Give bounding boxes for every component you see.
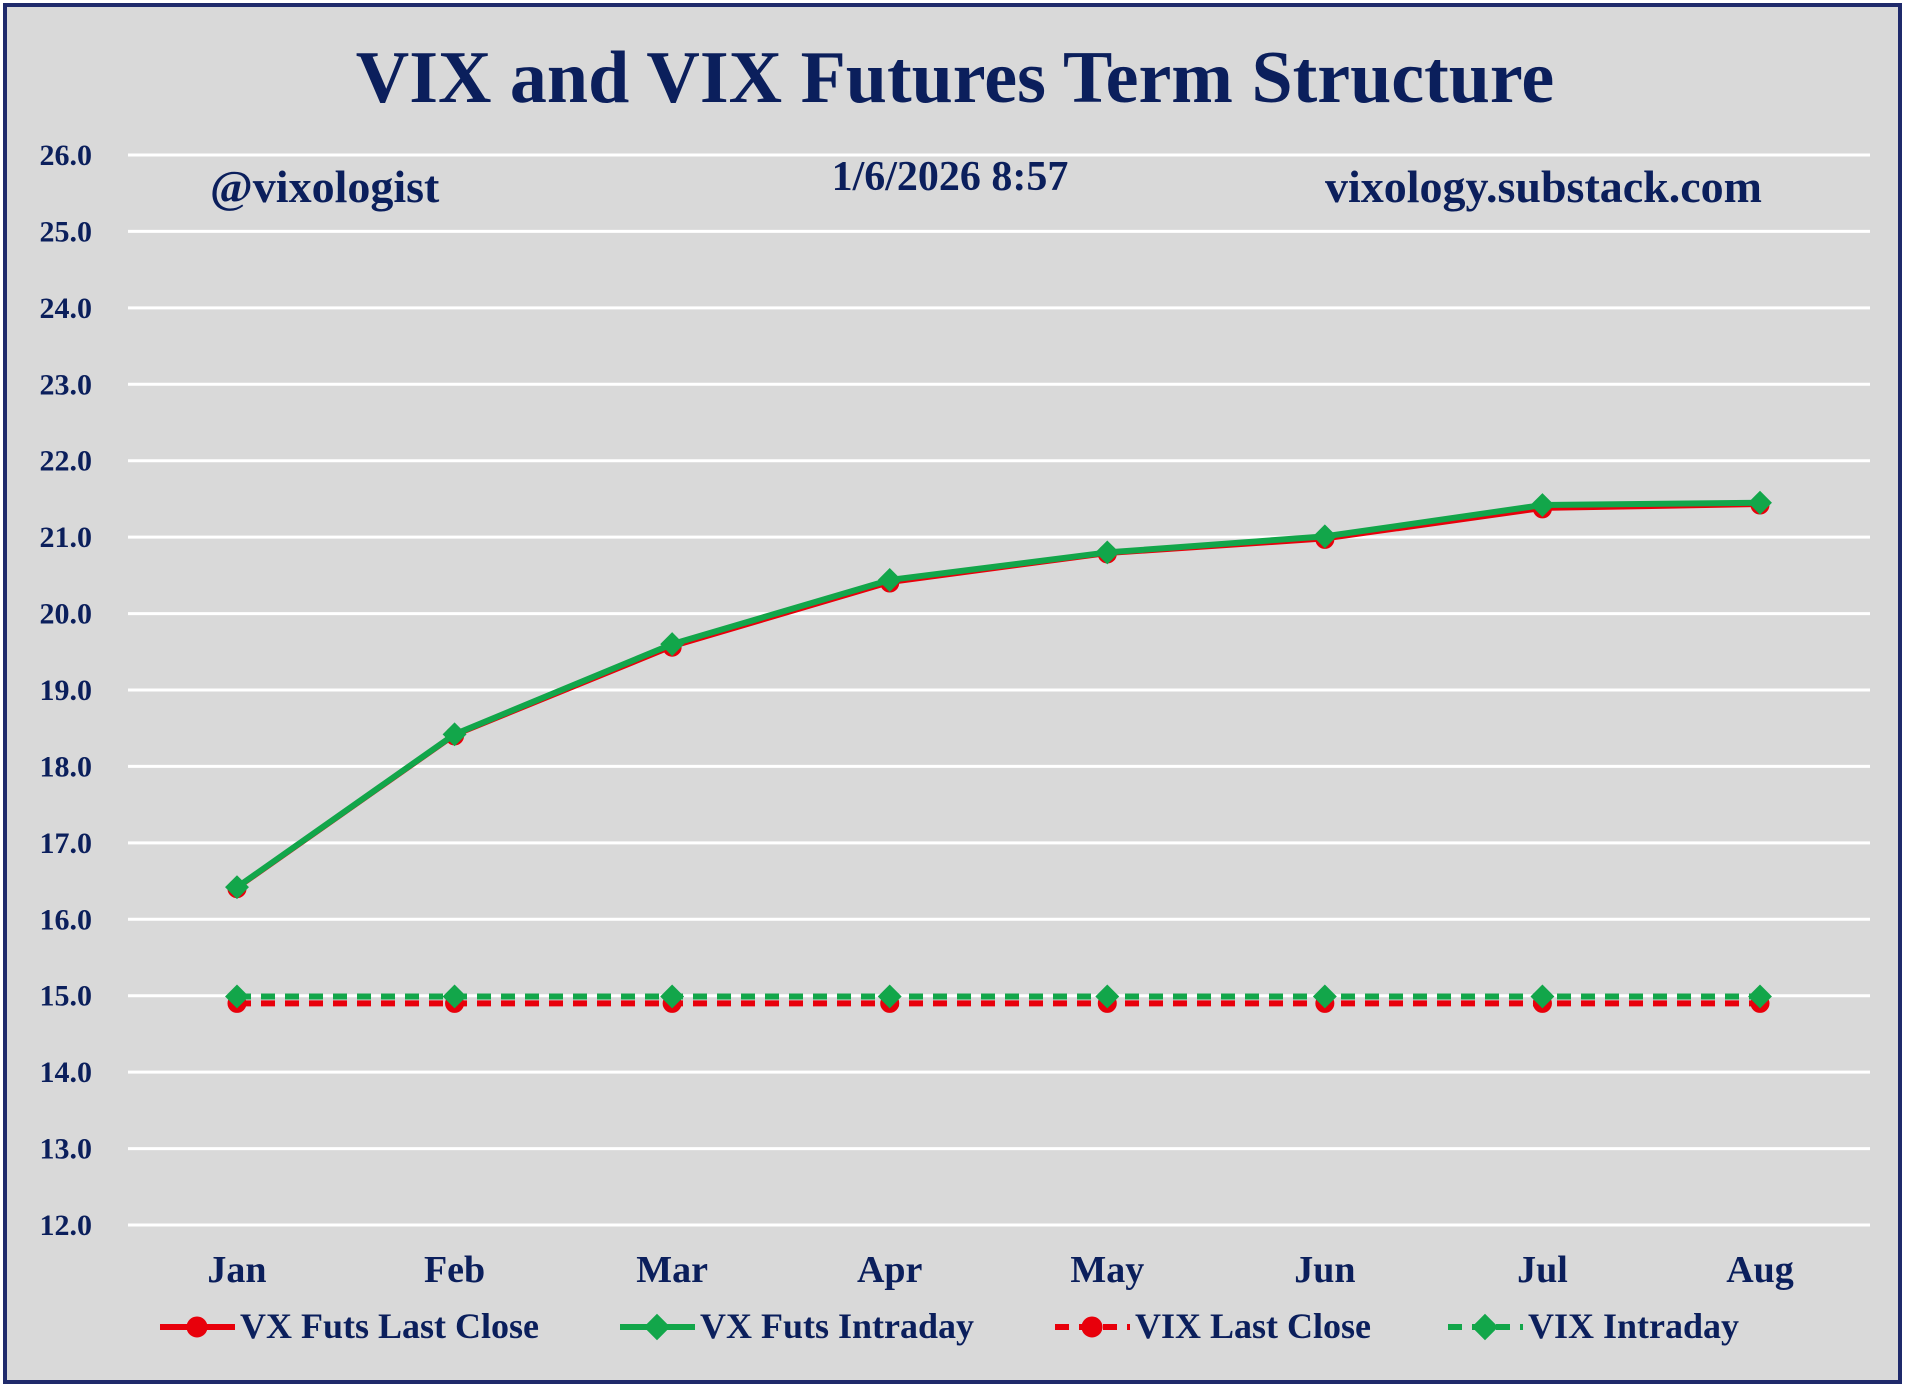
legend-label: VX Futs Last Close	[240, 1306, 539, 1346]
data-point	[225, 875, 249, 900]
data-point	[660, 984, 685, 1009]
legend-label: VIX Intraday	[1528, 1306, 1739, 1346]
y-tick-label: 19.0	[40, 674, 93, 707]
legend-item: VX Futs Intraday	[620, 1306, 974, 1346]
x-tick-label: Apr	[857, 1249, 923, 1291]
y-tick-label: 24.0	[40, 292, 93, 325]
y-tick-label: 22.0	[40, 445, 93, 478]
legend-swatch-marker	[1471, 1313, 1499, 1341]
data-point	[442, 984, 467, 1009]
annotation-handle: @vixologist	[210, 161, 440, 212]
legend-label: VIX Last Close	[1135, 1306, 1371, 1346]
y-tick-label: 18.0	[40, 750, 93, 783]
data-point	[877, 984, 902, 1009]
series-vx-futs-intraday	[225, 490, 1772, 900]
x-axis-tick-labels: Jan Feb Mar Apr May Jun Jul Aug	[207, 1249, 1793, 1291]
data-point	[1095, 540, 1120, 565]
legend-swatch-marker	[186, 1316, 208, 1338]
y-tick-label: 23.0	[40, 368, 93, 401]
data-point	[1748, 984, 1772, 1009]
y-tick-label: 12.0	[40, 1209, 93, 1242]
data-point	[225, 984, 249, 1009]
x-tick-label: Jul	[1517, 1249, 1568, 1291]
annotation-site: vixology.substack.com	[1325, 161, 1762, 212]
data-point	[1312, 984, 1337, 1009]
grid-layer	[128, 153, 1870, 1227]
x-tick-label: Jan	[207, 1249, 266, 1291]
series-layer	[225, 490, 1772, 1013]
y-tick-label: 20.0	[40, 598, 93, 631]
annotation-timestamp: 1/6/2026 8:57	[832, 154, 1069, 200]
legend-item: VIX Intraday	[1448, 1306, 1739, 1346]
data-point	[1312, 524, 1337, 549]
y-tick-label: 13.0	[40, 1133, 93, 1166]
x-tick-label: Feb	[424, 1249, 485, 1291]
legend-item: VX Futs Last Close	[160, 1306, 539, 1346]
chart-title: VIX and VIX Futures Term Structure	[356, 37, 1555, 119]
y-tick-label: 17.0	[40, 827, 93, 860]
y-tick-label: 16.0	[40, 903, 93, 936]
data-point	[1748, 490, 1772, 515]
y-tick-label: 15.0	[40, 980, 93, 1013]
x-tick-label: Jun	[1294, 1249, 1355, 1291]
legend-item: VIX Last Close	[1055, 1306, 1371, 1346]
x-tick-label: Mar	[636, 1249, 708, 1291]
y-tick-label: 26.0	[40, 139, 93, 172]
x-tick-label: May	[1070, 1249, 1144, 1291]
data-point	[1530, 493, 1555, 518]
y-tick-label: 25.0	[40, 215, 93, 248]
legend-swatch-marker	[643, 1313, 671, 1341]
legend-swatch-marker	[1081, 1316, 1103, 1338]
data-point	[660, 632, 685, 657]
data-point	[877, 567, 902, 592]
legend: VX Futs Last Close VX Futs Intraday VIX La…	[160, 1306, 1739, 1346]
legend-label: VX Futs Intraday	[700, 1306, 974, 1346]
data-point	[442, 722, 467, 747]
series-line	[235, 499, 1761, 890]
chart-background	[3, 3, 1902, 1384]
y-tick-label: 14.0	[40, 1056, 93, 1089]
x-tick-label: Aug	[1726, 1249, 1794, 1291]
data-point	[1530, 984, 1555, 1009]
y-axis-tick-labels: 12.0 13.0 14.0 15.0 16.0 17.0 18.0 19.0 20.0 21.0…	[40, 139, 93, 1242]
y-tick-label: 21.0	[40, 521, 93, 554]
data-point	[1095, 984, 1120, 1009]
series-vix-intraday	[225, 984, 1772, 1009]
